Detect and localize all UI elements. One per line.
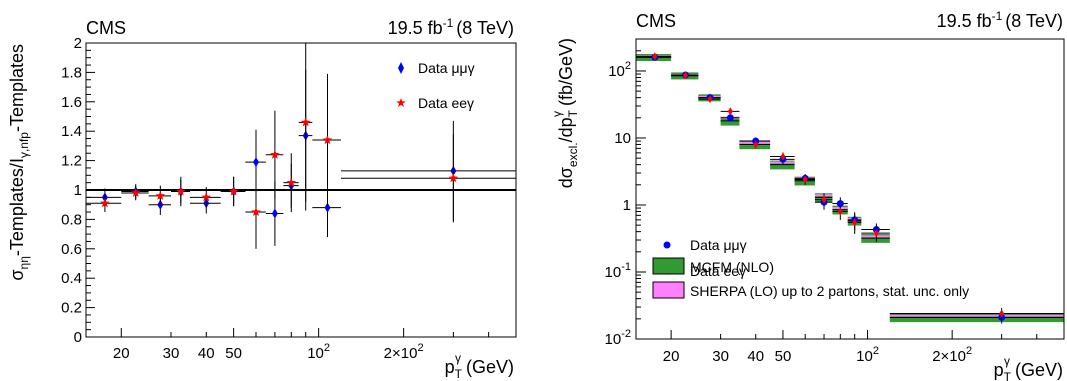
ratio-y-tick-label: 0.8 bbox=[61, 211, 82, 228]
ratio-y-tick-label: 1 bbox=[74, 182, 82, 199]
ratio-y-tick-label: 0.6 bbox=[61, 241, 82, 258]
ratio-y-tick-label: 0.4 bbox=[61, 270, 82, 287]
xsec-x-tick-label: 20 bbox=[663, 348, 680, 365]
xsec-eeg-point bbox=[707, 95, 713, 104]
ratio-eeg-point bbox=[201, 192, 212, 202]
xsec-eeg-point bbox=[682, 71, 688, 80]
xsec-y-axis-label: dσexcl./dpTγ (fb/GeV) bbox=[550, 38, 580, 188]
xsec-legend-eeg-label: Data eeγ bbox=[690, 263, 746, 279]
xsec-mumug-point bbox=[726, 114, 734, 122]
ratio-eeg-point bbox=[251, 207, 261, 217]
ratio-eeg-point bbox=[130, 187, 141, 197]
xsec-plot-frame bbox=[635, 38, 1065, 340]
ratio-eeg-point bbox=[270, 149, 280, 159]
xsec-x-tick-label: 30 bbox=[712, 348, 729, 365]
ratio-x-axis-label: pTγ (GeV) bbox=[445, 351, 514, 381]
xsec-y-tick-label: 1 bbox=[623, 197, 631, 214]
ratio-mumug-point bbox=[271, 208, 278, 219]
xsec-x-tick-label: 2×102 bbox=[932, 345, 972, 365]
ratio-x-tick-label: 40 bbox=[198, 345, 215, 362]
ratio-eeg-point bbox=[286, 177, 297, 187]
xsec-x-tick-label: 40 bbox=[747, 348, 764, 365]
xsec-x-tick-label: 50 bbox=[775, 348, 792, 365]
ratio-y-tick-label: 1.8 bbox=[61, 64, 82, 81]
xsec-x-tick-label: 102 bbox=[856, 345, 879, 365]
ratio-legend-eeg-label: Data eeγ bbox=[418, 95, 474, 111]
xsec-legend-mcfm-swatch bbox=[652, 257, 685, 275]
xsec-eeg-point bbox=[852, 218, 858, 227]
ratio-y-tick-label: 1.6 bbox=[61, 94, 82, 111]
ratio-eeg-point bbox=[228, 186, 239, 196]
xsec-x-axis-label: pTγ (GeV) bbox=[994, 354, 1063, 381]
xsec-y-tick-label: 10-2 bbox=[605, 328, 631, 348]
xsec-legend-mumug-label: Data μμγ bbox=[690, 237, 747, 253]
xsec-cms-label: CMS bbox=[636, 11, 676, 31]
xsec-panel: 10-2 10-1 1 10 102 20 30 40 50 102 2×102 CMS 19.5 … bbox=[550, 9, 1065, 381]
ratio-x-tick-label: 20 bbox=[113, 345, 130, 362]
xsec-y-tick-label: 10 bbox=[614, 130, 631, 147]
ratio-x-tick-label: 102 bbox=[307, 342, 330, 362]
xsec-eeg-point bbox=[821, 195, 827, 204]
ratio-legend-mumug-marker bbox=[398, 62, 404, 74]
xsec-y-tick-label: 102 bbox=[608, 60, 631, 80]
ratio-y-tick-label: 1.4 bbox=[61, 123, 82, 140]
xsec-mumug-point bbox=[836, 200, 844, 208]
ratio-eeg-point bbox=[176, 186, 186, 196]
xsec-eeg-point bbox=[873, 229, 879, 238]
xsec-eeg-point bbox=[780, 152, 786, 161]
ratio-eeg-point bbox=[300, 117, 311, 127]
ratio-y-tick-label: 0 bbox=[74, 329, 82, 346]
xsec-eeg-point bbox=[802, 175, 808, 184]
ratio-legend: Data μμγ Data eeγ bbox=[396, 60, 475, 111]
xsec-legend-mcfm-label: MCFM (NLO) bbox=[690, 259, 774, 275]
ratio-legend-eeg-marker bbox=[396, 98, 406, 107]
ratio-eeg-point bbox=[100, 198, 110, 208]
ratio-y-tick-label: 0.2 bbox=[61, 300, 82, 317]
ratio-legend-mumug-label: Data μμγ bbox=[418, 60, 475, 76]
xsec-y-tick-label: 10-1 bbox=[605, 261, 631, 281]
xsec-eeg-point bbox=[999, 309, 1005, 318]
ratio-x-tick-label: 2×102 bbox=[384, 342, 424, 362]
xsec-legend-sherpa-label: SHERPA (LO) up to 2 partons, stat. unc. … bbox=[690, 283, 969, 299]
ratio-y-tick-label: 1.2 bbox=[61, 153, 82, 170]
ratio-axes: 0 0.2 0.4 0.6 0.8 1 1.2 1.4 1.6 1.8 2 20 30 40 50 102 2×… bbox=[61, 35, 517, 362]
ratio-eeg-point bbox=[155, 190, 166, 200]
ratio-plot-marks bbox=[86, 43, 516, 249]
ratio-eeg-point bbox=[322, 135, 333, 145]
ratio-mumug-point bbox=[252, 157, 259, 168]
xsec-legend-sherpa-swatch bbox=[652, 281, 685, 299]
ratio-y-axis-label: σηη-Templates/Iγ,nfp-Templates bbox=[7, 44, 31, 281]
xsec-legend-mumug-marker bbox=[663, 241, 671, 249]
xsec-plot-marks bbox=[636, 52, 1064, 324]
xsec-eeg-point bbox=[727, 107, 733, 116]
ratio-x-tick-label: 50 bbox=[225, 345, 242, 362]
xsec-lumi-label: 19.5 fb-1 (8 TeV) bbox=[937, 9, 1063, 31]
xsec-eeg-point bbox=[753, 140, 759, 149]
ratio-panel: 0 0.2 0.4 0.6 0.8 1 1.2 1.4 1.6 1.8 2 20 30 40 50 102 2×… bbox=[7, 16, 517, 381]
ratio-x-tick-label: 30 bbox=[163, 345, 180, 362]
xsec-legend: Data μμγ Data eeγ MCFM (NLO) SHERPA (LO)… bbox=[652, 237, 969, 299]
xsec-eeg-point bbox=[837, 207, 843, 216]
ratio-y-tick-label: 2 bbox=[74, 35, 82, 52]
ratio-lumi-label: 19.5 fb-1 (8 TeV) bbox=[388, 16, 514, 38]
ratio-eeg-point bbox=[448, 173, 459, 183]
xsec-eeg-point bbox=[652, 52, 658, 61]
xsec-axes: 10-2 10-1 1 10 102 20 30 40 50 102 2×102 bbox=[605, 38, 1065, 365]
ratio-mumug-point bbox=[324, 202, 331, 213]
ratio-cms-label: CMS bbox=[86, 18, 126, 38]
